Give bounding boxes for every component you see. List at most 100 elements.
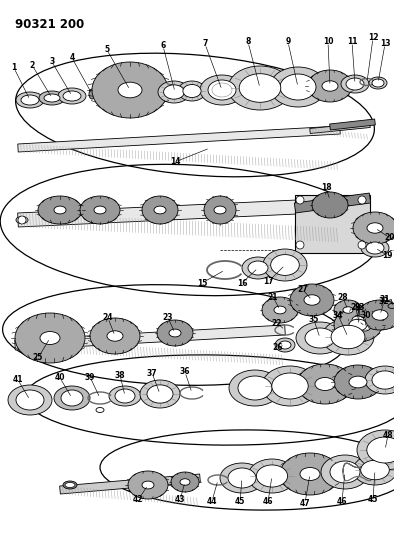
Ellipse shape	[369, 77, 387, 89]
Ellipse shape	[16, 390, 44, 410]
Text: 9: 9	[285, 37, 291, 46]
Text: 4: 4	[69, 53, 74, 62]
Polygon shape	[59, 474, 200, 494]
Ellipse shape	[147, 385, 173, 403]
Ellipse shape	[142, 481, 154, 489]
Ellipse shape	[315, 377, 335, 391]
Ellipse shape	[54, 386, 90, 410]
Ellipse shape	[312, 192, 348, 218]
Ellipse shape	[358, 300, 394, 330]
Ellipse shape	[16, 216, 28, 223]
Ellipse shape	[200, 75, 244, 105]
Ellipse shape	[228, 66, 292, 110]
Ellipse shape	[228, 468, 256, 488]
Ellipse shape	[270, 67, 326, 107]
Ellipse shape	[65, 482, 75, 488]
Ellipse shape	[300, 467, 320, 481]
Text: 31: 31	[380, 295, 390, 303]
Ellipse shape	[330, 461, 360, 483]
Text: 6: 6	[160, 42, 165, 51]
Ellipse shape	[334, 300, 362, 320]
Ellipse shape	[16, 92, 44, 108]
Text: 2: 2	[30, 61, 35, 69]
Text: 22: 22	[272, 319, 282, 327]
Text: 33: 33	[355, 303, 365, 312]
Polygon shape	[330, 119, 375, 130]
Ellipse shape	[365, 366, 394, 394]
Ellipse shape	[8, 385, 52, 415]
Ellipse shape	[366, 242, 384, 254]
Polygon shape	[18, 126, 340, 152]
Ellipse shape	[238, 376, 272, 400]
Ellipse shape	[54, 206, 66, 214]
Text: 40: 40	[55, 374, 65, 383]
Ellipse shape	[275, 338, 295, 352]
Text: 35: 35	[309, 316, 319, 325]
Ellipse shape	[40, 332, 60, 344]
Text: 43: 43	[175, 496, 185, 505]
Ellipse shape	[109, 386, 141, 406]
Ellipse shape	[367, 223, 383, 233]
Ellipse shape	[44, 94, 60, 102]
Ellipse shape	[305, 328, 335, 348]
Ellipse shape	[388, 303, 394, 309]
Text: 90321 200: 90321 200	[15, 18, 84, 31]
Ellipse shape	[341, 75, 369, 93]
Text: 21: 21	[268, 293, 278, 302]
Ellipse shape	[118, 82, 142, 98]
Ellipse shape	[63, 91, 81, 101]
FancyBboxPatch shape	[295, 195, 370, 253]
Ellipse shape	[214, 206, 226, 214]
Ellipse shape	[290, 284, 334, 316]
Ellipse shape	[262, 297, 298, 323]
Ellipse shape	[248, 459, 296, 493]
Text: 13: 13	[380, 39, 390, 49]
Ellipse shape	[263, 249, 307, 281]
Ellipse shape	[353, 212, 394, 244]
Ellipse shape	[262, 366, 318, 406]
Text: 5: 5	[104, 45, 110, 54]
Text: 47: 47	[300, 498, 310, 507]
Ellipse shape	[154, 206, 166, 214]
Text: 14: 14	[170, 157, 180, 166]
Circle shape	[296, 241, 304, 249]
Circle shape	[296, 196, 304, 204]
Polygon shape	[294, 193, 371, 213]
Ellipse shape	[353, 455, 394, 485]
Polygon shape	[354, 300, 393, 314]
Ellipse shape	[343, 307, 353, 313]
Ellipse shape	[90, 318, 140, 354]
Ellipse shape	[63, 481, 77, 489]
Ellipse shape	[61, 390, 83, 406]
Ellipse shape	[349, 376, 367, 388]
Ellipse shape	[140, 380, 180, 408]
Polygon shape	[18, 198, 340, 227]
Text: 46: 46	[263, 497, 273, 506]
Circle shape	[18, 216, 26, 224]
Ellipse shape	[308, 70, 352, 102]
Ellipse shape	[357, 323, 373, 333]
Text: 41: 41	[13, 376, 23, 384]
Text: 37: 37	[147, 368, 157, 377]
Ellipse shape	[178, 81, 206, 101]
Text: 19: 19	[382, 251, 392, 260]
Ellipse shape	[169, 329, 181, 337]
Ellipse shape	[21, 95, 39, 105]
Ellipse shape	[322, 319, 374, 355]
Ellipse shape	[229, 370, 281, 406]
Ellipse shape	[349, 314, 367, 326]
Ellipse shape	[183, 85, 201, 98]
Text: 24: 24	[103, 313, 113, 322]
Ellipse shape	[346, 78, 364, 90]
Ellipse shape	[271, 255, 299, 276]
Ellipse shape	[256, 465, 288, 487]
Ellipse shape	[360, 325, 370, 331]
Text: 29: 29	[351, 303, 361, 311]
Ellipse shape	[142, 196, 178, 224]
Ellipse shape	[357, 430, 394, 470]
Ellipse shape	[331, 325, 365, 349]
Ellipse shape	[220, 463, 264, 493]
Ellipse shape	[280, 74, 316, 100]
Ellipse shape	[321, 455, 369, 489]
Ellipse shape	[38, 196, 82, 224]
